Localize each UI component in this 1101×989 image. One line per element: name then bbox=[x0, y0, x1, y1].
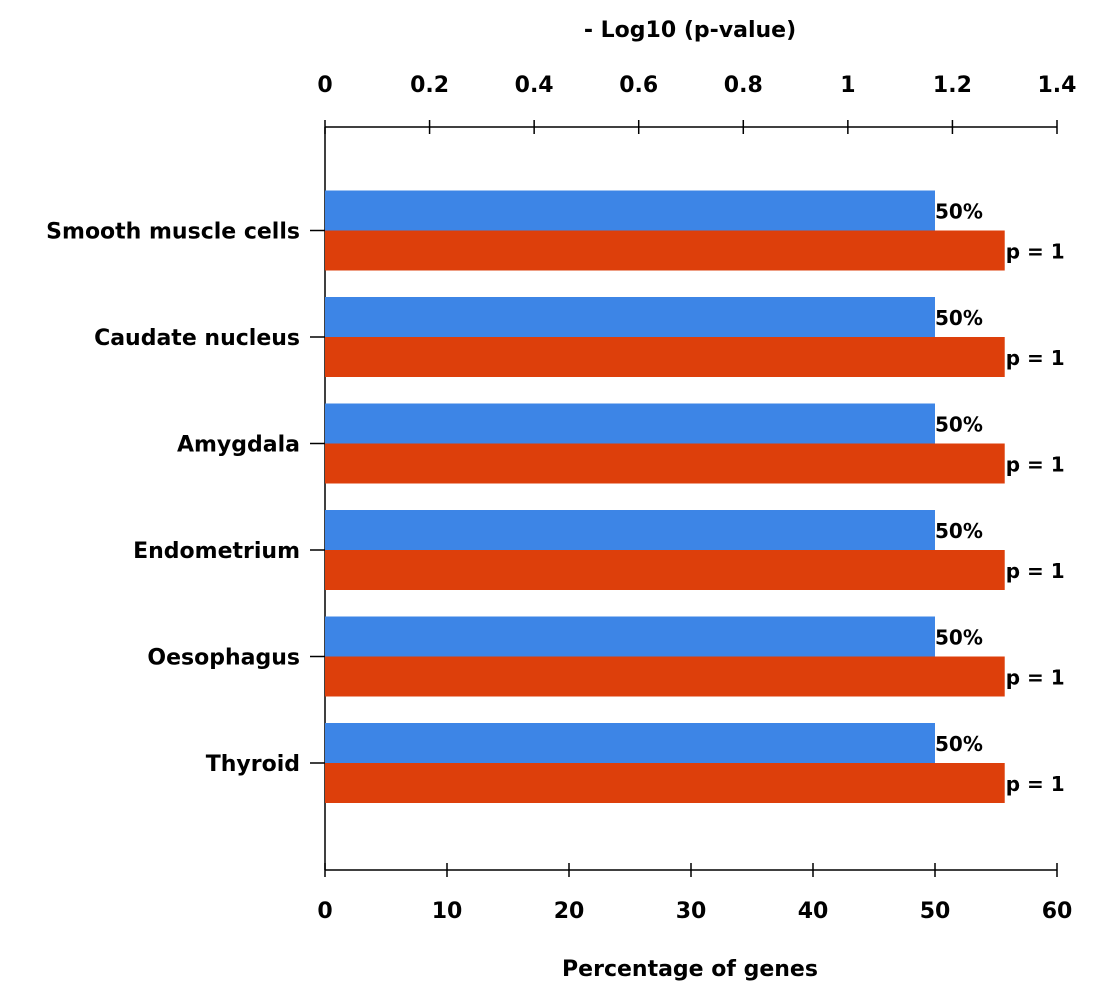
category-label: Smooth muscle cells bbox=[46, 220, 300, 245]
top-tick-label: 1.2 bbox=[933, 73, 972, 98]
category-label: Caudate nucleus bbox=[94, 326, 300, 351]
top-tick-label: 0.4 bbox=[515, 73, 554, 98]
category-label: Amygdala bbox=[177, 433, 300, 458]
bar-pvalue-label: p = 1 bbox=[1006, 559, 1065, 583]
top-tick-label: 0.6 bbox=[619, 73, 658, 98]
bar-pvalue bbox=[325, 337, 1005, 377]
bar-pvalue-label: p = 1 bbox=[1006, 453, 1065, 477]
bar-percentage bbox=[325, 723, 935, 763]
bar-percentage-label: 50% bbox=[935, 413, 983, 437]
bottom-tick-label: 40 bbox=[798, 899, 829, 924]
bottom-tick-label: 50 bbox=[920, 899, 951, 924]
bottom-tick-label: 10 bbox=[432, 899, 463, 924]
bar-percentage bbox=[325, 403, 935, 444]
bottom-tick-label: 30 bbox=[676, 899, 707, 924]
bar-percentage bbox=[325, 297, 935, 337]
bar-percentage bbox=[325, 616, 935, 657]
bar-percentage-label: 50% bbox=[935, 519, 983, 543]
top-tick-label: 0 bbox=[317, 73, 332, 98]
top-tick-label: 1 bbox=[840, 73, 855, 98]
top-tick-label: 0.8 bbox=[724, 73, 763, 98]
category-label: Endometrium bbox=[133, 539, 300, 564]
bar-pvalue bbox=[325, 443, 1005, 484]
top-tick-label: 1.4 bbox=[1038, 73, 1077, 98]
bottom-tick-label: 0 bbox=[317, 899, 332, 924]
top-tick-label: 0.2 bbox=[410, 73, 449, 98]
bottom-tick-label: 20 bbox=[554, 899, 585, 924]
bar-pvalue-label: p = 1 bbox=[1006, 346, 1065, 370]
bar-percentage bbox=[325, 510, 935, 550]
bar-pvalue-label: p = 1 bbox=[1006, 666, 1065, 690]
bar-pvalue-label: p = 1 bbox=[1006, 772, 1065, 796]
bar-percentage bbox=[325, 190, 935, 231]
bar-pvalue bbox=[325, 230, 1005, 271]
top-axis-title: - Log10 (p-value) bbox=[584, 18, 796, 43]
bar-pvalue-label: p = 1 bbox=[1006, 240, 1065, 264]
plot-area: 0 0.2 0.4 0.6 0.8 1 1.2 1.4 0 10 20 30 40 50 60 Smooth … bbox=[46, 73, 1076, 924]
bar-pvalue bbox=[325, 656, 1005, 697]
bar-pvalue bbox=[325, 763, 1005, 803]
bar-percentage-label: 50% bbox=[935, 732, 983, 756]
category-label: Thyroid bbox=[206, 752, 300, 777]
bar-percentage-label: 50% bbox=[935, 306, 983, 330]
bar-percentage-label: 50% bbox=[935, 626, 983, 650]
bar-percentage-label: 50% bbox=[935, 200, 983, 224]
bottom-tick-label: 60 bbox=[1042, 899, 1073, 924]
bar-pvalue bbox=[325, 550, 1005, 590]
category-label: Oesophagus bbox=[147, 646, 300, 671]
bottom-axis-title: Percentage of genes bbox=[562, 957, 818, 982]
